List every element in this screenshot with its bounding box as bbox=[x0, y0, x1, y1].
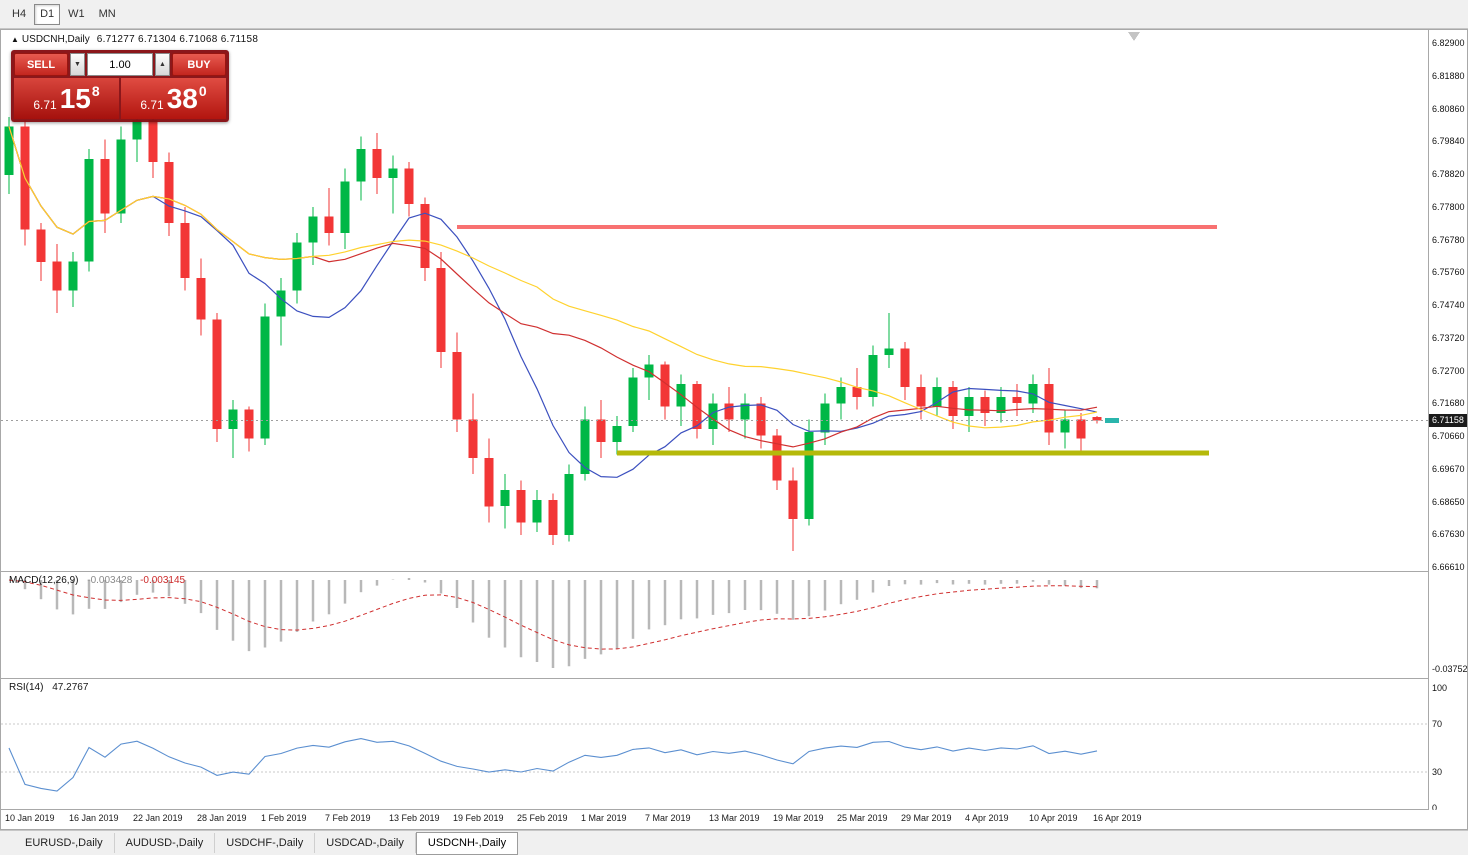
price-axis-label: 6.73720 bbox=[1432, 332, 1465, 343]
macd-axis-min-label: -0.037529 bbox=[1432, 664, 1468, 674]
sell-price-pip-digit: 8 bbox=[91, 83, 100, 99]
date-axis-label: 25 Mar 2019 bbox=[837, 813, 888, 823]
ma-slow-line bbox=[8, 126, 1098, 429]
rsi-header: RSI(14) 47.2767 bbox=[9, 682, 88, 693]
sell-price-button[interactable]: 6.71 15 8 bbox=[14, 78, 119, 119]
rsi-label: RSI(14) bbox=[9, 682, 44, 693]
volume-increase-button[interactable]: ▲ bbox=[155, 53, 170, 76]
price-axis-label: 6.74740 bbox=[1432, 300, 1465, 310]
date-axis-label: 7 Mar 2019 bbox=[645, 813, 691, 823]
chart-symbol-label: USDCNH,Daily bbox=[21, 34, 90, 45]
date-axis-label: 19 Mar 2019 bbox=[773, 813, 824, 823]
date-axis-label: 19 Feb 2019 bbox=[453, 813, 504, 823]
price-axis-label: 6.66610 bbox=[1432, 562, 1465, 572]
sell-price-prefix: 6.71 bbox=[33, 98, 57, 112]
chart-tab-usdchf-daily[interactable]: USDCHF-,Daily bbox=[215, 833, 316, 853]
chart-title: ▲ USDCNH,Daily 6.71277 6.71304 6.71068 6.7… bbox=[11, 34, 258, 45]
rsi-axis-label: 100 bbox=[1432, 683, 1448, 693]
timeframe-tab-d1[interactable]: D1 bbox=[34, 3, 61, 25]
price-axis-label: 6.70660 bbox=[1432, 431, 1465, 441]
date-axis-label: 29 Mar 2019 bbox=[901, 813, 952, 823]
chart-tabs-bar: EURUSD-,Daily AUDUSD-,Daily USDCHF-,Daily U… bbox=[0, 830, 1468, 855]
date-axis-label: 10 Apr 2019 bbox=[1029, 813, 1078, 823]
timeframe-tab-mn[interactable]: MN bbox=[98, 8, 116, 20]
date-axis-label: 28 Jan 2019 bbox=[197, 813, 247, 823]
macd-label: MACD(12,26,9) bbox=[9, 575, 79, 586]
macd-panel-separator[interactable] bbox=[1, 571, 1467, 572]
chart-tab-usdcad-daily[interactable]: USDCAD-,Daily bbox=[315, 833, 416, 853]
buy-price-big-digits: 38 bbox=[166, 82, 198, 114]
buy-price-pip-digit: 0 bbox=[198, 83, 207, 99]
buy-price-button[interactable]: 6.71 38 0 bbox=[121, 78, 226, 119]
price-axis-label: 6.71680 bbox=[1432, 398, 1465, 409]
price-chart-canvas[interactable] bbox=[1, 30, 1428, 571]
buy-button[interactable]: BUY bbox=[172, 53, 226, 76]
price-axis-label: 6.82900 bbox=[1432, 38, 1465, 48]
ma-fast-line bbox=[8, 126, 1098, 478]
macd-main-value: -0.003428 bbox=[87, 575, 133, 586]
price-axis-label: 6.75760 bbox=[1432, 267, 1465, 278]
price-axis-label: 6.67630 bbox=[1432, 529, 1465, 540]
price-axis-label: 6.72700 bbox=[1432, 365, 1465, 376]
date-axis-label: 22 Jan 2019 bbox=[133, 813, 183, 823]
one-click-collapse-icon[interactable]: ▲ bbox=[11, 35, 19, 44]
date-axis-label: 25 Feb 2019 bbox=[517, 813, 568, 823]
price-axis-label: 6.78820 bbox=[1432, 169, 1465, 179]
date-axis-label: 16 Apr 2019 bbox=[1093, 813, 1142, 823]
price-axis[interactable]: -0.037529 6.71158 6.82900 6.81880 6.80860 6… bbox=[1428, 30, 1468, 813]
timeframe-tab-h4[interactable]: H4 bbox=[12, 8, 27, 20]
chart-ohlc-values: 6.71277 6.71304 6.71068 6.71158 bbox=[96, 34, 259, 45]
rsi-panel-separator[interactable] bbox=[1, 678, 1467, 679]
rsi-panel-canvas[interactable] bbox=[1, 679, 1428, 809]
current-price-badge: 6.71158 bbox=[1429, 414, 1467, 428]
date-axis-label: 1 Mar 2019 bbox=[581, 813, 627, 823]
price-axis-label: 6.68650 bbox=[1432, 496, 1465, 507]
date-axis-label: 1 Feb 2019 bbox=[261, 813, 307, 823]
date-axis[interactable]: 10 Jan 2019 16 Jan 2019 22 Jan 2019 28 Jan … bbox=[1, 810, 1467, 829]
price-axis-label: 6.76780 bbox=[1432, 234, 1465, 245]
shift-marker-icon bbox=[1128, 32, 1140, 41]
one-click-trading-panel: SELL ▼ ▲ BUY 6.71 15 8 6.71 38 0 bbox=[11, 50, 229, 122]
rsi-value: 47.2767 bbox=[52, 682, 89, 693]
chart-window: ▲ USDCNH,Daily 6.71277 6.71304 6.71068 6.7… bbox=[0, 29, 1468, 830]
chart-tab-usdcnh-daily[interactable]: USDCNH-,Daily bbox=[415, 831, 519, 855]
rsi-axis-label: 70 bbox=[1432, 719, 1443, 729]
price-axis-label: 6.77800 bbox=[1432, 201, 1465, 212]
date-axis-label: 13 Mar 2019 bbox=[709, 813, 760, 823]
buy-price-prefix: 6.71 bbox=[140, 98, 164, 112]
date-axis-label: 16 Jan 2019 bbox=[69, 813, 119, 823]
date-axis-separator bbox=[1, 809, 1467, 810]
volume-input[interactable] bbox=[87, 53, 153, 76]
chart-tab-audusd-daily[interactable]: AUDUSD-,Daily bbox=[115, 833, 216, 853]
price-axis-label: 6.81880 bbox=[1432, 70, 1465, 81]
timeframe-tab-w1[interactable]: W1 bbox=[68, 8, 85, 20]
rsi-axis-label: 30 bbox=[1432, 767, 1443, 777]
price-axis-label: 6.79840 bbox=[1432, 136, 1465, 147]
last-price-marker bbox=[1105, 418, 1119, 424]
price-axis-label: 6.69670 bbox=[1432, 463, 1465, 474]
price-axis-label: 6.80860 bbox=[1432, 103, 1465, 114]
sell-button[interactable]: SELL bbox=[14, 53, 68, 76]
chart-tab-eurusd-daily[interactable]: EURUSD-,Daily bbox=[14, 833, 115, 853]
rsi-line bbox=[8, 738, 1098, 792]
rsi-axis-label: 0 bbox=[1432, 803, 1438, 813]
date-axis-label: 13 Feb 2019 bbox=[389, 813, 440, 823]
macd-panel-canvas[interactable] bbox=[1, 572, 1428, 678]
sell-price-big-digits: 15 bbox=[59, 82, 91, 114]
timeframe-toolbar: H4 D1 W1 MN bbox=[0, 0, 1468, 29]
macd-signal-value: -0.003145 bbox=[140, 575, 186, 586]
date-axis-label: 4 Apr 2019 bbox=[965, 813, 1009, 823]
macd-signal-line bbox=[8, 579, 1098, 650]
macd-header: MACD(12,26,9) -0.003428 -0.003145 bbox=[9, 575, 185, 586]
date-axis-label: 7 Feb 2019 bbox=[325, 813, 371, 823]
volume-decrease-button[interactable]: ▼ bbox=[70, 53, 85, 76]
date-axis-label: 10 Jan 2019 bbox=[5, 813, 55, 823]
